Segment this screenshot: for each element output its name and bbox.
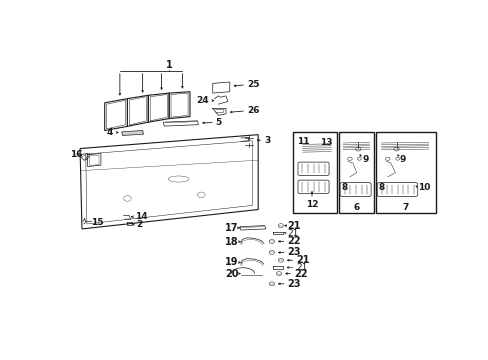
Text: 8: 8 bbox=[378, 183, 384, 192]
Text: 1: 1 bbox=[165, 60, 172, 70]
Text: 20: 20 bbox=[224, 269, 238, 279]
Text: 5: 5 bbox=[215, 118, 222, 127]
Text: 13: 13 bbox=[319, 139, 332, 148]
Text: 21: 21 bbox=[287, 229, 298, 238]
Text: 2: 2 bbox=[136, 220, 142, 229]
Text: 18: 18 bbox=[224, 237, 238, 247]
Text: 9: 9 bbox=[398, 154, 405, 163]
Text: 12: 12 bbox=[305, 200, 318, 209]
Text: 10: 10 bbox=[417, 183, 429, 192]
Text: 25: 25 bbox=[246, 80, 259, 89]
Text: 23: 23 bbox=[287, 279, 300, 289]
Text: 8: 8 bbox=[341, 183, 347, 192]
Text: 6: 6 bbox=[352, 203, 359, 212]
Text: 26: 26 bbox=[246, 106, 259, 115]
Text: 21: 21 bbox=[287, 221, 300, 231]
Text: 16: 16 bbox=[70, 150, 82, 158]
Text: 19: 19 bbox=[224, 257, 238, 267]
Text: 23: 23 bbox=[287, 247, 300, 257]
Text: 21: 21 bbox=[296, 263, 307, 272]
Text: 21: 21 bbox=[296, 255, 309, 265]
Text: 14: 14 bbox=[135, 212, 147, 221]
Text: 7: 7 bbox=[402, 203, 408, 212]
Text: 15: 15 bbox=[90, 218, 103, 227]
Text: 3: 3 bbox=[264, 136, 269, 145]
Text: 9: 9 bbox=[362, 155, 368, 164]
Text: 4: 4 bbox=[107, 128, 113, 137]
Text: 22: 22 bbox=[287, 237, 300, 246]
Text: 24: 24 bbox=[196, 95, 208, 104]
Text: 17: 17 bbox=[224, 223, 238, 233]
Text: 11: 11 bbox=[296, 137, 309, 146]
Text: 22: 22 bbox=[293, 269, 306, 279]
